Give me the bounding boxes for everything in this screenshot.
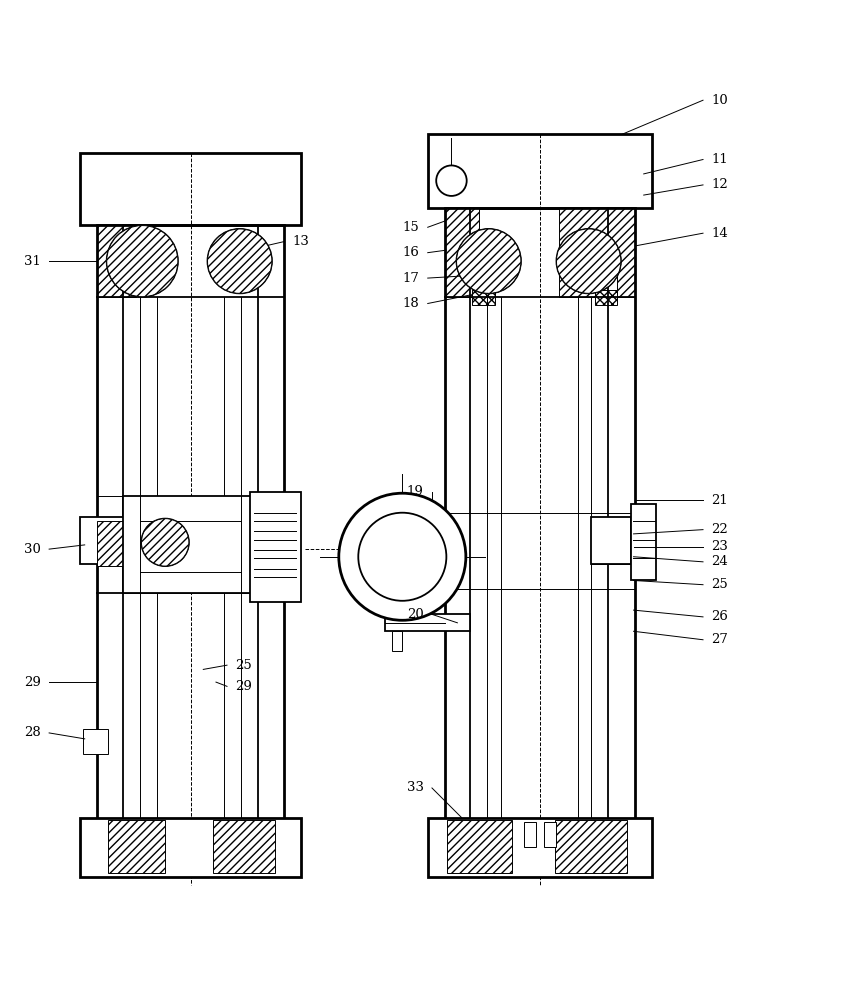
Text: 13: 13 [292, 235, 309, 248]
Circle shape [107, 226, 178, 297]
Text: 17: 17 [402, 272, 419, 285]
Text: 11: 11 [711, 153, 728, 166]
Bar [595, 290, 617, 305]
Text: 22: 22 [711, 523, 728, 536]
Circle shape [339, 493, 466, 620]
Bar [97, 225, 284, 852]
Text: 26: 26 [711, 610, 728, 623]
Bar [213, 820, 275, 873]
Bar [591, 517, 631, 564]
Circle shape [358, 513, 446, 601]
Text: 31: 31 [24, 255, 41, 268]
Text: 30: 30 [24, 543, 41, 556]
Text: 18: 18 [402, 297, 419, 310]
Text: 29: 29 [24, 676, 41, 689]
Circle shape [141, 519, 189, 566]
Text: 20: 20 [407, 608, 424, 621]
Text: 25: 25 [235, 659, 252, 672]
Text: 24: 24 [711, 555, 728, 568]
Circle shape [436, 165, 467, 196]
Circle shape [457, 229, 521, 293]
Bar [428, 134, 652, 208]
Text: 29: 29 [235, 680, 252, 693]
Text: 19: 19 [407, 485, 424, 498]
Circle shape [141, 519, 189, 566]
Text: 25: 25 [711, 578, 728, 591]
Bar [385, 614, 470, 631]
Circle shape [107, 226, 178, 297]
Bar [108, 820, 165, 873]
Circle shape [556, 229, 621, 293]
Circle shape [208, 229, 272, 293]
Bar [83, 729, 108, 754]
Circle shape [457, 229, 521, 293]
Text: 23: 23 [711, 540, 728, 553]
Bar [544, 822, 556, 847]
Bar [80, 818, 301, 877]
Bar [250, 492, 301, 602]
Bar [559, 208, 635, 297]
Bar [123, 496, 284, 593]
Bar [472, 263, 495, 297]
Bar [595, 263, 617, 297]
Bar [472, 290, 495, 305]
Text: 16: 16 [402, 246, 419, 259]
Text: 33: 33 [407, 781, 424, 794]
Bar [447, 820, 512, 873]
Bar [80, 153, 301, 225]
Text: 21: 21 [711, 493, 728, 506]
Bar [97, 521, 134, 566]
Bar [80, 517, 131, 564]
Text: 28: 28 [24, 726, 41, 739]
Bar [524, 822, 536, 847]
Circle shape [556, 229, 621, 293]
Bar [631, 504, 656, 580]
Bar [591, 517, 631, 564]
Text: 14: 14 [711, 227, 728, 240]
Bar [445, 208, 479, 297]
Text: 12: 12 [711, 178, 728, 191]
Circle shape [208, 229, 272, 293]
Bar [428, 818, 652, 877]
Text: 27: 27 [711, 633, 728, 646]
Text: 15: 15 [402, 221, 419, 234]
Bar [445, 208, 635, 852]
Bar [97, 225, 136, 297]
Bar [392, 631, 402, 651]
Bar [555, 820, 627, 873]
Text: 10: 10 [711, 94, 728, 107]
